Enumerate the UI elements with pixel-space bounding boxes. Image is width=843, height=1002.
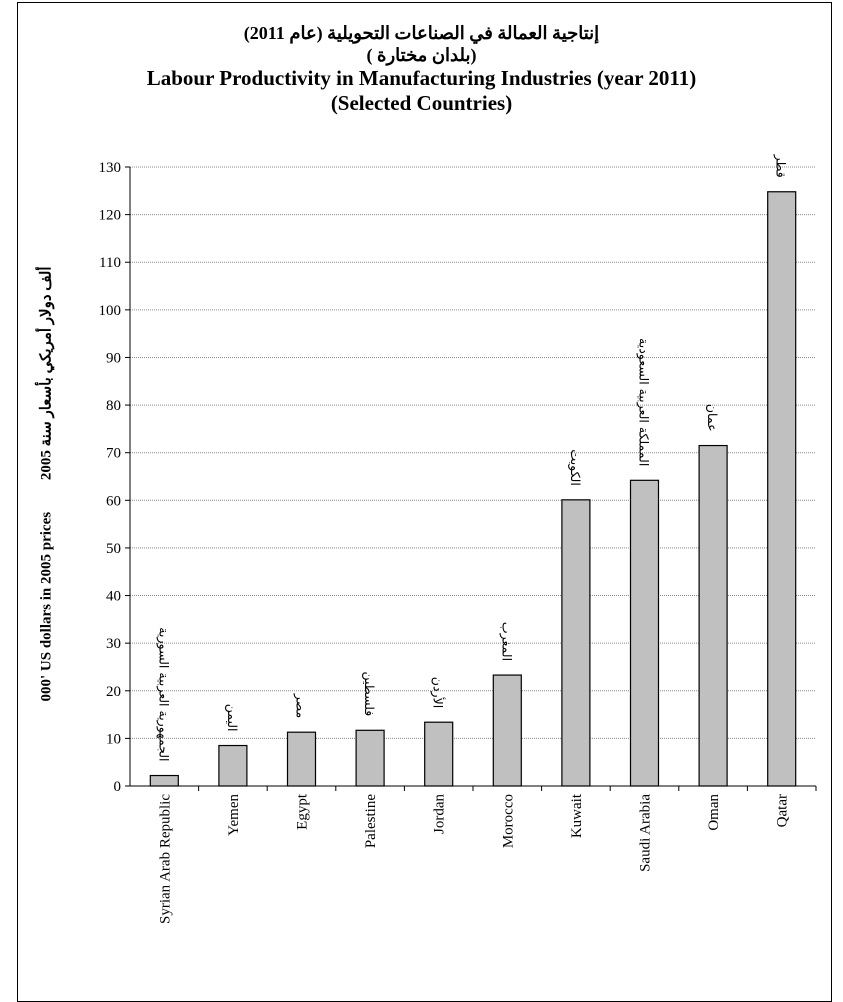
y-tick-label: 30 bbox=[106, 636, 121, 652]
chart-frame bbox=[17, 2, 832, 1002]
bar bbox=[286, 731, 317, 787]
x-tick-label: Syrian Arab Republic bbox=[157, 794, 173, 924]
y-tick-label: 0 bbox=[114, 779, 122, 795]
y-tick-label: 20 bbox=[106, 684, 121, 700]
x-tick-label: Palestine bbox=[363, 794, 379, 848]
bar-label-arabic: فلسطين bbox=[361, 671, 377, 716]
bar-label-arabic: الكويت bbox=[567, 449, 583, 485]
chart-title-block: إنتاجية العمالة في الصناعات التحويلية (ع… bbox=[0, 22, 843, 116]
bar-label-arabic: الجمهورية العربية السورية bbox=[155, 627, 171, 761]
bar-label-arabic: المملكة العربية السعودية bbox=[636, 338, 652, 466]
y-tick-label: 50 bbox=[106, 541, 121, 557]
x-tick-label: Saudi Arabia bbox=[638, 794, 654, 872]
chart-title-arabic: إنتاجية العمالة في الصناعات التحويلية (ع… bbox=[243, 23, 600, 43]
y-tick-label: 80 bbox=[106, 398, 121, 414]
x-tick-label: Kuwait bbox=[569, 793, 585, 838]
bar bbox=[218, 744, 248, 787]
y-tick-label: 40 bbox=[106, 589, 121, 605]
y-tick-label: 10 bbox=[106, 731, 121, 747]
x-tick-label: Egypt bbox=[295, 793, 311, 830]
bar-label-arabic: اليمن bbox=[224, 704, 240, 732]
bar bbox=[424, 721, 454, 787]
bar-label-arabic: قطر bbox=[773, 154, 789, 178]
bar bbox=[355, 729, 385, 787]
bar-label-arabic: الأردن bbox=[430, 677, 446, 708]
chart-subtitle-arabic: (بلدان مختارة ) bbox=[366, 45, 477, 65]
chart-subtitle: (Selected Countries) bbox=[330, 91, 513, 115]
y-tick-label: 130 bbox=[99, 160, 122, 176]
bar bbox=[149, 774, 179, 787]
y-tick-label: 70 bbox=[106, 446, 121, 462]
y-tick-label: 100 bbox=[99, 303, 122, 319]
bar bbox=[698, 444, 728, 787]
y-tick-label: 110 bbox=[99, 255, 121, 271]
y-tick-label: 90 bbox=[106, 350, 121, 366]
x-tick-label: Oman bbox=[706, 794, 722, 831]
y-tick-label: 60 bbox=[106, 493, 121, 509]
bar bbox=[767, 191, 797, 787]
x-tick-label: Qatar bbox=[775, 794, 791, 827]
x-tick-label: Yemen bbox=[226, 794, 242, 836]
chart-title: Labour Productivity in Manufacturing Ind… bbox=[146, 66, 697, 90]
x-tick-label: Jordan bbox=[432, 794, 448, 834]
y-tick-label: 120 bbox=[99, 208, 122, 224]
bar-label-arabic: عمان bbox=[705, 404, 720, 432]
x-tick-label: Morocco bbox=[500, 794, 516, 848]
bar bbox=[492, 674, 522, 787]
bar-label-arabic: مصر bbox=[293, 693, 309, 718]
bar bbox=[629, 479, 660, 787]
bar bbox=[561, 499, 591, 787]
bar-label-arabic: المغرب bbox=[498, 622, 514, 661]
